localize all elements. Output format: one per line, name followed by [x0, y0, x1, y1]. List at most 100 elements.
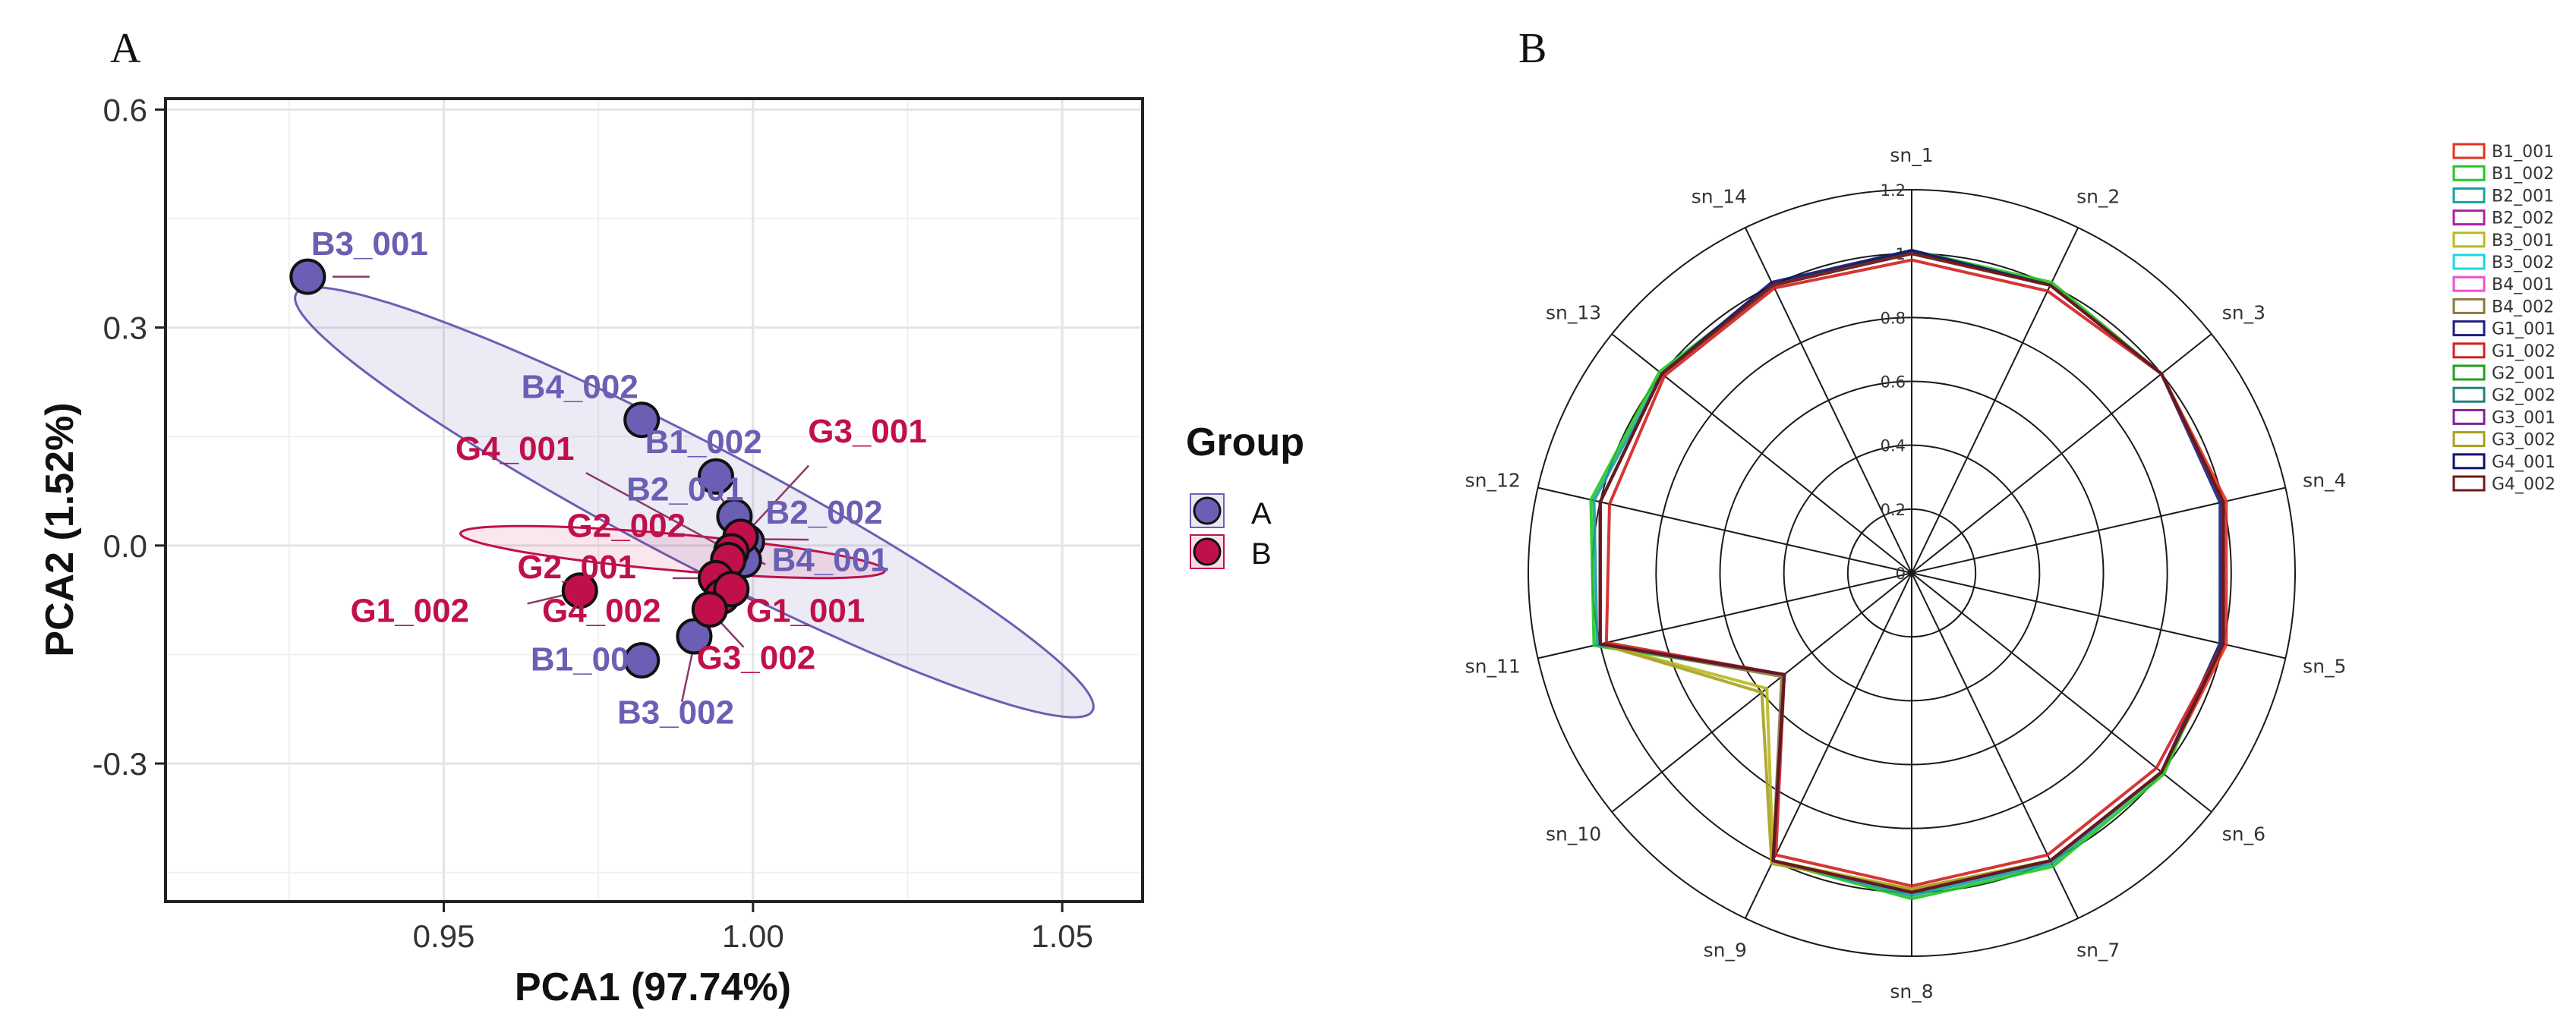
radar-legend-label: G2_001 — [2492, 364, 2556, 383]
radar-legend-label: G3_002 — [2492, 431, 2556, 450]
data-point-g3-002 — [691, 591, 728, 628]
radar-axis-label-sn-12: sn_12 — [1465, 469, 1521, 491]
pca-gridlines — [166, 99, 1143, 902]
radar-series-g4-002 — [1598, 252, 2225, 894]
label-leader-line — [746, 464, 810, 534]
radar-axis-label-sn-13: sn_13 — [1546, 301, 1601, 323]
pca-points — [289, 258, 765, 679]
point-label-b1-002: B1_002 — [645, 423, 762, 461]
radar-axis-label-sn-6: sn_6 — [2222, 823, 2265, 845]
radar-axis-label-sn-2: sn_2 — [2076, 186, 2120, 208]
data-point-b3-001 — [289, 258, 326, 295]
radar-ring-label: 0.2 — [1881, 501, 1906, 519]
y-tick-label: 0.3 — [103, 310, 147, 346]
data-point-b1-002 — [697, 458, 734, 495]
legend-title: Group — [1186, 420, 1304, 464]
radar-legend-key — [2452, 275, 2486, 292]
point-label-b3-002: B3_002 — [617, 694, 734, 731]
y-tick-label: 0.0 — [103, 528, 147, 564]
radar-legend-label: B1_001 — [2492, 143, 2554, 162]
confidence-ellipse-group-b — [459, 524, 886, 580]
radar-legend-key — [2452, 453, 2486, 470]
radar-ring-label: 0.8 — [1881, 309, 1906, 327]
point-label-g3-002: G3_002 — [697, 640, 816, 677]
radar-axis-labels: sn_1 sn_2 sn_3 sn_4 sn_5 sn_6 sn_7 sn_8 sn_9 sn_1… — [1465, 144, 2347, 1003]
label-leader-line — [585, 471, 726, 549]
radar-legend-key — [2452, 231, 2486, 248]
legend-label-a: A — [1251, 497, 1272, 530]
radar-spoke — [1911, 572, 2286, 659]
radar-legend-key — [2452, 143, 2486, 159]
radar-legend-key — [2452, 253, 2486, 270]
point-label-g4-002: G4_002 — [542, 592, 661, 629]
radar-panel: B 0 0.2 0.4 0.6 0.8 1 1.2 sn_1 sn_2 sn_3 sn_4 sn_5… — [1351, 0, 2576, 1023]
point-label-b3-001: B3_001 — [311, 225, 428, 263]
radar-legend-key — [2452, 386, 2486, 403]
radar-axis-label-sn-1: sn_1 — [1890, 144, 1933, 166]
legend-label-b: B — [1251, 537, 1272, 571]
radar-axis-label-sn-11: sn_11 — [1465, 656, 1521, 678]
radar-legend-key — [2452, 209, 2486, 226]
radar-axis-label-sn-14: sn_14 — [1692, 186, 1747, 208]
radar-legend-label: B2_002 — [2492, 209, 2554, 228]
radar-ring-label: 0.6 — [1881, 373, 1906, 392]
point-label-g4-001: G4_001 — [456, 430, 575, 467]
radar-chart: B 00.20.40.60.811.2 sn_1sn_2sn_3sn_4sn_5… — [1465, 25, 2556, 1003]
pca-x-ticks: 0.95 1.00 1.05 — [413, 902, 1093, 954]
radar-legend-key — [2452, 364, 2486, 381]
radar-legend-key — [2452, 165, 2486, 181]
radar-axis-label-sn-4: sn_4 — [2303, 469, 2346, 491]
radar-axis-label-sn-8: sn_8 — [1890, 981, 1933, 1003]
point-label-g3-001: G3_001 — [808, 413, 927, 450]
radar-legend: B1_001 B1_002 B2_001 B2_002 B3_001 B3_002 B4_0… — [2452, 143, 2556, 494]
y-tick-label: 0.6 — [103, 92, 147, 127]
pca-plot-frame — [164, 97, 1144, 903]
radar-axis-label-sn-5: sn_5 — [2303, 656, 2346, 678]
radar-legend-key — [2452, 342, 2486, 359]
point-label-g2-002: G2_002 — [567, 507, 686, 544]
radar-axis-label-sn-9: sn_9 — [1704, 939, 1747, 961]
point-label-g2-001: G2_001 — [517, 549, 636, 586]
radar-legend-label: B3_002 — [2492, 253, 2554, 272]
radar-spoke — [1744, 227, 1912, 574]
x-tick-label: 0.95 — [413, 918, 475, 954]
pca-y-ticks: -0.3 0.0 0.3 0.6 — [93, 92, 166, 782]
point-label-g1-001: G1_001 — [746, 592, 865, 629]
radar-ring-labels: 00.20.40.60.811.2 — [1881, 181, 1906, 583]
radar-legend-label: B4_002 — [2492, 297, 2554, 316]
data-point-b1-001 — [623, 642, 661, 679]
radar-legend-label: G2_002 — [2492, 386, 2556, 405]
radar-spoke — [1911, 486, 2286, 574]
radar-axis-label-sn-3: sn_3 — [2222, 301, 2265, 323]
radar-legend-label: G4_002 — [2492, 475, 2556, 494]
panel-label-a: A — [110, 25, 141, 72]
point-label-b4-002: B4_002 — [522, 368, 638, 405]
radar-legend-label: B2_001 — [2492, 187, 2554, 206]
radar-legend-key — [2452, 408, 2486, 425]
x-tick-label: 1.00 — [722, 918, 784, 954]
confidence-ellipse-group-a — [294, 286, 1095, 719]
radar-legend-label: G4_001 — [2492, 453, 2556, 472]
radar-legend-key — [2452, 187, 2486, 203]
data-point-b4-002 — [623, 401, 661, 439]
radar-legend-key — [2452, 475, 2486, 492]
legend-key-a-marker — [1193, 496, 1222, 525]
point-label-b4-001: B4_001 — [772, 541, 889, 578]
radar-legend-label: G1_002 — [2492, 342, 2556, 361]
panel-label-b: B — [1518, 25, 1547, 72]
pca-panel: A B3_001 B4_002 B1_002 B2_001 B2_002 B4_001 B 1… — [38, 25, 1304, 1009]
radar-legend-label: B1_002 — [2492, 165, 2554, 184]
point-label-b2-001: B2_001 — [626, 471, 743, 508]
radar-legend-label: B4_001 — [2492, 275, 2554, 294]
point-label-b2-002: B2_002 — [765, 494, 882, 531]
radar-legend-key — [2452, 320, 2486, 337]
radar-legend-label: G3_001 — [2492, 408, 2556, 427]
pca-x-axis-label: PCA1 (97.74%) — [515, 965, 791, 1009]
radar-legend-key — [2452, 297, 2486, 314]
data-point-g1-002 — [561, 572, 598, 609]
pca-y-axis-label: PCA2 (1.52%) — [38, 402, 82, 656]
x-tick-label: 1.05 — [1031, 918, 1093, 954]
point-label-g1-002: G1_002 — [350, 592, 469, 629]
radar-series — [1589, 249, 2228, 901]
